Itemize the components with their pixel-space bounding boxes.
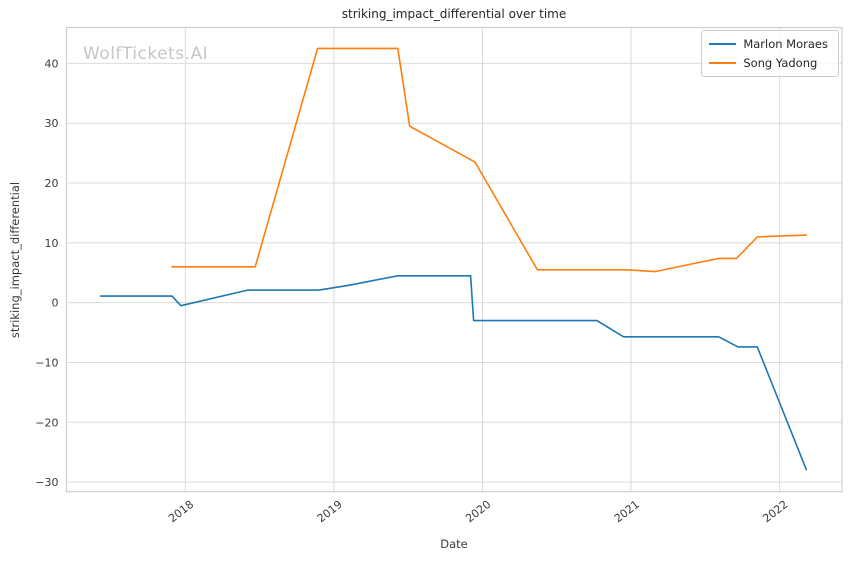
y-axis-label: striking_impact_differential bbox=[8, 181, 22, 339]
legend-label: Marlon Moraes bbox=[743, 37, 828, 51]
legend-line-swatch bbox=[709, 62, 737, 64]
y-tick-label: 0 bbox=[52, 297, 59, 310]
legend-line-swatch bbox=[709, 43, 737, 45]
legend-label: Song Yadong bbox=[743, 56, 818, 70]
y-tick-label: 40 bbox=[45, 57, 59, 70]
y-tick-label: −20 bbox=[35, 416, 58, 429]
y-tick-label: 20 bbox=[45, 177, 59, 190]
legend-entry-song-yadong: Song Yadong bbox=[709, 56, 828, 70]
series-line-marlon-moraes bbox=[99, 275, 808, 471]
legend-entry-marlon-moraes: Marlon Moraes bbox=[709, 37, 828, 51]
y-tick-label: 30 bbox=[45, 117, 59, 130]
legend: Marlon Moraes Song Yadong bbox=[701, 30, 839, 77]
x-tick-label: 2022 bbox=[760, 498, 790, 525]
plot-border bbox=[65, 26, 843, 493]
x-tick-label: 2019 bbox=[315, 498, 345, 525]
x-tick-label: 2020 bbox=[463, 498, 493, 525]
x-axis-label: Date bbox=[440, 537, 468, 551]
watermark: WolfTickets.AI bbox=[83, 44, 209, 64]
y-tick-label: 10 bbox=[45, 237, 59, 250]
x-tick-label: 2018 bbox=[166, 498, 196, 525]
series-line-song-yadong bbox=[171, 47, 808, 273]
y-tick-label: −10 bbox=[35, 356, 58, 369]
chart-title: striking_impact_differential over time bbox=[341, 7, 567, 21]
y-tick-label: −30 bbox=[35, 476, 58, 489]
x-tick-label: 2021 bbox=[612, 498, 642, 525]
